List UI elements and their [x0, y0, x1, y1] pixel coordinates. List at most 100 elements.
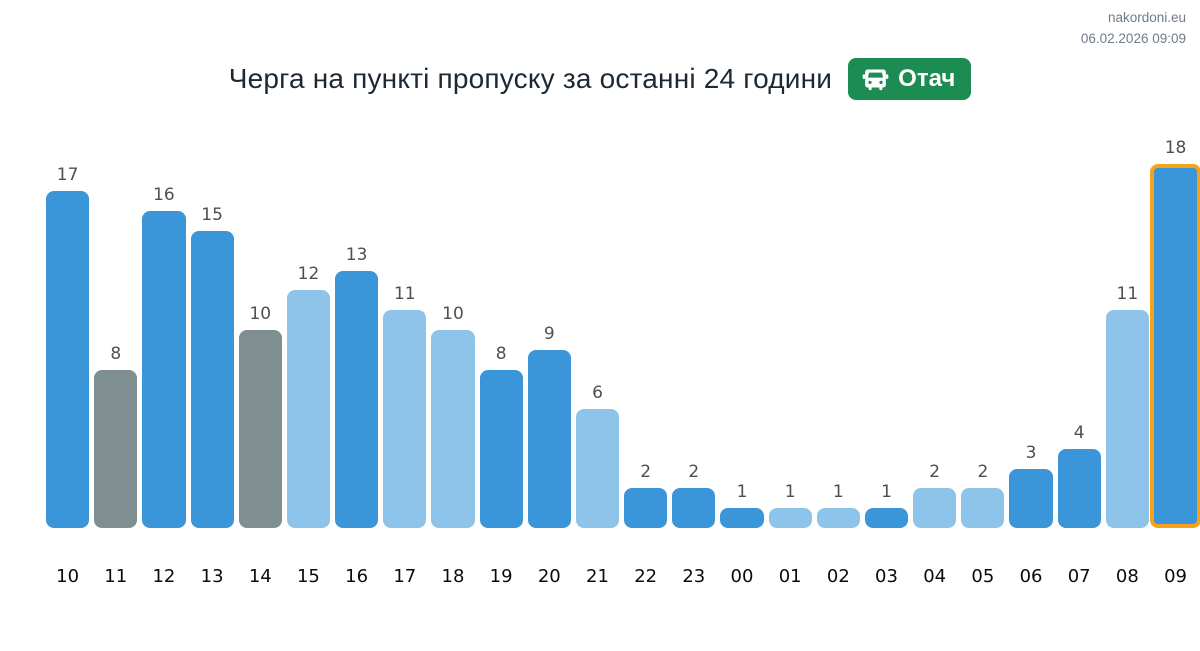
x-axis-label: 09	[1164, 566, 1187, 587]
timestamp: 06.02.2026 09:09	[1080, 30, 1186, 46]
bar-slot: 10	[431, 138, 475, 528]
bar-value-label: 2	[929, 462, 941, 482]
bar-value-label: 2	[977, 462, 989, 482]
bar-value-label: 2	[640, 462, 652, 482]
bar-value-label: 3	[1025, 443, 1037, 463]
x-axis-label: 02	[826, 566, 850, 587]
bar	[94, 370, 138, 528]
bar	[286, 290, 331, 528]
bar-value-label: 11	[1116, 284, 1139, 304]
bar-slot: 8	[94, 138, 138, 528]
x-axis-label: 15	[296, 566, 320, 587]
bar-slot: 15	[190, 138, 234, 528]
site-info: nakordoni.eu 06.02.2026 09:09	[1081, 8, 1186, 50]
bar-value-label: 12	[297, 264, 320, 284]
bar	[961, 488, 1005, 528]
site-link[interactable]: nakordoni.eu	[1107, 10, 1186, 25]
bar	[238, 330, 282, 528]
checkpoint-badge[interactable]: Отач	[848, 58, 972, 100]
bar-value-label: 2	[688, 462, 700, 482]
bar-slot: 13	[335, 138, 379, 528]
bar-slot: 2	[961, 138, 1005, 528]
bar-value-label: 1	[832, 482, 844, 502]
page-title: Черга на пункті пропуску за останні 24 г…	[228, 63, 833, 94]
bar-value-label: 13	[345, 245, 368, 265]
bar	[190, 231, 234, 528]
bar-slot: 2	[672, 138, 716, 528]
bar	[1057, 449, 1101, 528]
bar-slot: 10	[238, 138, 282, 528]
bar-value-label: 1	[881, 482, 892, 502]
x-axis-label: 17	[393, 566, 417, 587]
x-axis-label: 10	[56, 566, 80, 587]
bar-slot: 11	[383, 138, 427, 528]
bar-slot: 11	[1105, 138, 1149, 528]
x-axis-label: 21	[586, 566, 609, 587]
x-axis-label: 18	[441, 566, 465, 587]
x-axis-label: 03	[875, 566, 898, 587]
bar	[624, 488, 668, 528]
bar	[335, 271, 379, 528]
bar-value-label: 17	[56, 165, 79, 185]
bar	[672, 488, 716, 528]
bar-slot: 2	[913, 138, 957, 528]
bar-value-label: 8	[495, 344, 507, 364]
bar	[46, 191, 90, 528]
x-axis-label: 13	[200, 566, 224, 587]
checkpoint-name: Отач	[898, 64, 956, 92]
x-axis-label: 23	[682, 566, 706, 587]
bar-value-label: 1	[784, 482, 796, 502]
bar-slot: 3	[1009, 138, 1053, 528]
bar-chart: 17 8 16 15 10 12 13 11 10 8 9 6 2 2 1 1 1 1 2 2 3 4 11 18	[46, 138, 1200, 528]
bar-value-label: 18	[1164, 138, 1187, 158]
bar-slot: 16	[142, 138, 186, 528]
bar-highlighted-current-hour	[1149, 164, 1200, 528]
bar-slot: 1	[720, 138, 764, 528]
bar	[479, 370, 523, 528]
bar	[720, 508, 764, 528]
bar	[864, 508, 909, 528]
bar-slot: 1	[816, 138, 860, 528]
bar	[142, 211, 186, 528]
x-axis-label: 06	[1019, 566, 1043, 587]
bar-slot: 12	[286, 138, 331, 528]
bar-slot: 18	[1149, 138, 1200, 528]
bar	[527, 350, 571, 528]
x-axis-label: 16	[345, 566, 369, 587]
x-axis-label: 12	[152, 566, 176, 587]
x-axis-label: 08	[1115, 566, 1139, 587]
bar	[768, 508, 812, 528]
x-axis-label: 20	[537, 566, 561, 587]
x-axis-label: 22	[634, 566, 658, 587]
car-icon	[862, 65, 889, 92]
x-axis-label: 19	[489, 566, 513, 587]
bar-value-label: 11	[393, 284, 416, 304]
bar-value-label: 16	[153, 185, 175, 205]
x-axis-label: 11	[104, 566, 128, 587]
bar-value-label: 10	[249, 304, 272, 324]
x-axis-label: 05	[971, 566, 995, 587]
bar	[1009, 469, 1053, 528]
bar-slot: 1	[768, 138, 812, 528]
bar	[816, 508, 860, 528]
bar	[431, 330, 475, 528]
x-axis-label: 07	[1067, 566, 1091, 587]
title-row: Черга на пункті пропуску за останні 24 г…	[0, 55, 1200, 103]
bar-value-label: 1	[736, 482, 748, 502]
bar-slot: 6	[575, 138, 620, 528]
x-axis: 10 11 12 13 14 15 16 17 18 19 20 21 22 23 00 01 02 03 04 05…	[46, 568, 1197, 586]
bar-value-label: 4	[1073, 423, 1085, 443]
bar-slot: 17	[46, 138, 90, 528]
bar-slot: 1	[864, 138, 909, 528]
bar-slot: 2	[624, 138, 668, 528]
x-axis-label: 04	[923, 566, 947, 587]
bar-value-label: 9	[543, 324, 555, 344]
x-axis-label: 14	[248, 566, 272, 587]
x-axis-label: 01	[778, 566, 802, 587]
x-axis-label: 00	[730, 566, 754, 587]
bar-slot: 9	[527, 138, 571, 528]
bar-value-label: 6	[592, 383, 603, 403]
bar	[913, 488, 957, 528]
bar	[1105, 310, 1149, 528]
